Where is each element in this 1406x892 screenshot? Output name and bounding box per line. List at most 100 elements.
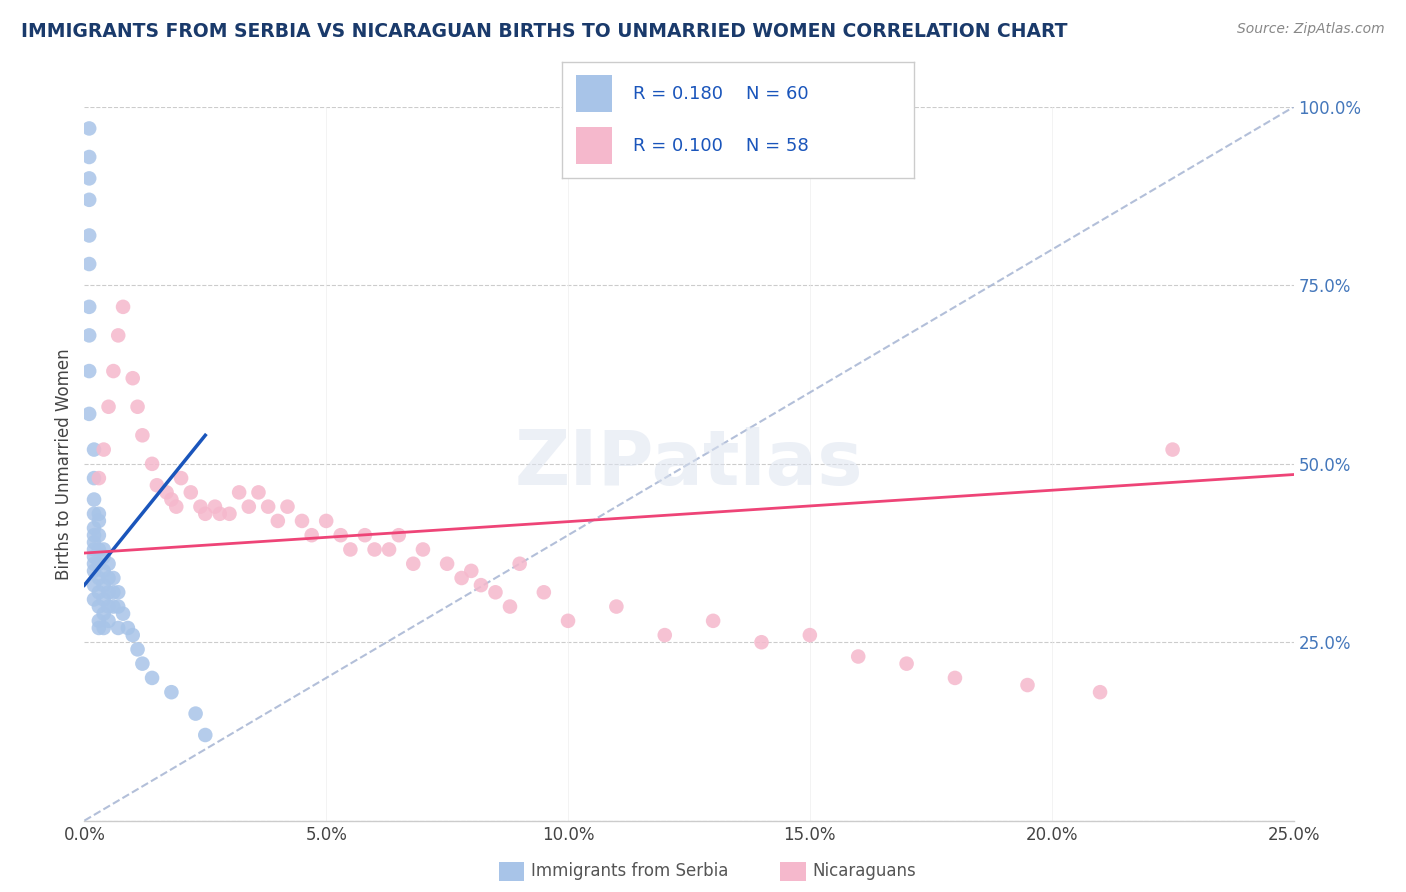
Point bbox=[87, 557, 110, 571]
Text: IMMIGRANTS FROM SERBIA VS NICARAGUAN BIRTHS TO UNMARRIED WOMEN CORRELATION CHART: IMMIGRANTS FROM SERBIA VS NICARAGUAN BIR… bbox=[21, 22, 1067, 41]
Point bbox=[257, 500, 280, 514]
Point bbox=[180, 485, 202, 500]
Point bbox=[83, 557, 105, 571]
Point bbox=[87, 542, 110, 557]
Point bbox=[93, 542, 115, 557]
Point bbox=[267, 514, 290, 528]
Point bbox=[155, 485, 177, 500]
Text: Source: ZipAtlas.com: Source: ZipAtlas.com bbox=[1237, 22, 1385, 37]
Point bbox=[208, 507, 231, 521]
Point bbox=[97, 557, 120, 571]
Point bbox=[190, 500, 212, 514]
Point bbox=[436, 557, 458, 571]
Point bbox=[83, 592, 105, 607]
Point bbox=[165, 500, 187, 514]
Point bbox=[499, 599, 522, 614]
Point bbox=[107, 328, 129, 343]
FancyBboxPatch shape bbox=[576, 75, 612, 112]
Point bbox=[184, 706, 207, 721]
Point bbox=[218, 507, 240, 521]
Point bbox=[77, 328, 100, 343]
Point bbox=[77, 193, 100, 207]
Text: R = 0.180    N = 60: R = 0.180 N = 60 bbox=[633, 85, 808, 103]
Point bbox=[141, 457, 163, 471]
Point bbox=[194, 507, 217, 521]
Point bbox=[402, 557, 425, 571]
Point bbox=[412, 542, 434, 557]
Point bbox=[97, 585, 120, 599]
Text: Immigrants from Serbia: Immigrants from Serbia bbox=[531, 863, 728, 880]
Point bbox=[97, 400, 120, 414]
Point bbox=[83, 471, 105, 485]
Point bbox=[117, 621, 139, 635]
Point bbox=[107, 599, 129, 614]
Point bbox=[339, 542, 361, 557]
Y-axis label: Births to Unmarried Women: Births to Unmarried Women bbox=[55, 348, 73, 580]
Point bbox=[77, 407, 100, 421]
Point bbox=[247, 485, 270, 500]
Point bbox=[1088, 685, 1111, 699]
Point bbox=[799, 628, 821, 642]
Point bbox=[93, 578, 115, 592]
FancyBboxPatch shape bbox=[576, 128, 612, 164]
Point bbox=[107, 621, 129, 635]
Point bbox=[112, 300, 135, 314]
Point bbox=[103, 364, 125, 378]
Point bbox=[509, 557, 531, 571]
Text: Nicaraguans: Nicaraguans bbox=[813, 863, 917, 880]
Point bbox=[470, 578, 492, 592]
Point bbox=[131, 657, 153, 671]
Point bbox=[112, 607, 135, 621]
Point bbox=[194, 728, 217, 742]
Point bbox=[83, 535, 105, 549]
Point bbox=[103, 571, 125, 585]
Point bbox=[83, 507, 105, 521]
Point bbox=[238, 500, 260, 514]
Point bbox=[160, 492, 183, 507]
Point bbox=[702, 614, 724, 628]
Point bbox=[751, 635, 773, 649]
Point bbox=[160, 685, 183, 699]
Point bbox=[1161, 442, 1184, 457]
Point bbox=[77, 121, 100, 136]
Point bbox=[83, 521, 105, 535]
Point bbox=[93, 592, 115, 607]
Point bbox=[77, 257, 100, 271]
Point bbox=[97, 599, 120, 614]
Point bbox=[87, 621, 110, 635]
Point bbox=[77, 228, 100, 243]
Point bbox=[107, 585, 129, 599]
Point bbox=[378, 542, 401, 557]
Point bbox=[87, 599, 110, 614]
Point bbox=[83, 578, 105, 592]
Point bbox=[450, 571, 472, 585]
Point bbox=[77, 300, 100, 314]
Point bbox=[388, 528, 411, 542]
Point bbox=[131, 428, 153, 442]
Point bbox=[83, 492, 105, 507]
Point bbox=[896, 657, 918, 671]
Point bbox=[77, 171, 100, 186]
Point bbox=[484, 585, 506, 599]
Point bbox=[87, 614, 110, 628]
Point bbox=[228, 485, 250, 500]
Point bbox=[654, 628, 676, 642]
Point bbox=[204, 500, 226, 514]
Point bbox=[93, 607, 115, 621]
Point bbox=[87, 585, 110, 599]
Point bbox=[301, 528, 323, 542]
Point bbox=[97, 614, 120, 628]
Point bbox=[315, 514, 337, 528]
Point bbox=[291, 514, 314, 528]
Point bbox=[276, 500, 298, 514]
Point bbox=[87, 528, 110, 542]
Point bbox=[605, 599, 627, 614]
Point bbox=[93, 442, 115, 457]
Point bbox=[846, 649, 869, 664]
Point bbox=[87, 507, 110, 521]
Point bbox=[329, 528, 352, 542]
Point bbox=[363, 542, 385, 557]
Point bbox=[77, 150, 100, 164]
Point bbox=[146, 478, 169, 492]
Text: ZIPatlas: ZIPatlas bbox=[515, 427, 863, 500]
